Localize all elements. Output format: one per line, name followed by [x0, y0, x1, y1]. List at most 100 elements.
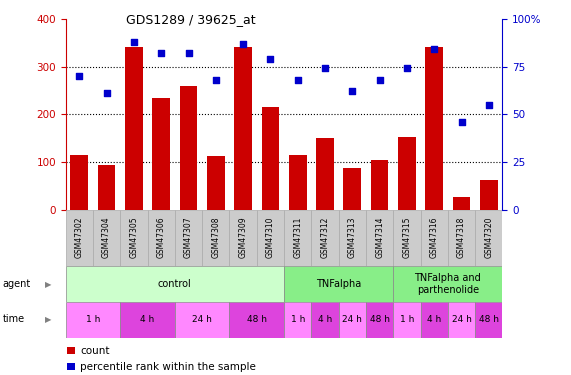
- Text: GSM47308: GSM47308: [211, 216, 220, 258]
- Bar: [66, 266, 284, 302]
- Text: GDS1289 / 39625_at: GDS1289 / 39625_at: [126, 13, 255, 26]
- Bar: [453, 196, 471, 210]
- Bar: [125, 48, 143, 210]
- Bar: [175, 302, 230, 338]
- Text: GSM47313: GSM47313: [348, 216, 357, 258]
- Bar: [475, 302, 502, 338]
- Bar: [421, 210, 448, 266]
- Text: GSM47309: GSM47309: [239, 216, 248, 258]
- Bar: [480, 180, 498, 210]
- Point: [429, 46, 439, 53]
- Bar: [311, 210, 339, 266]
- Point: [403, 66, 412, 72]
- Text: 1 h: 1 h: [400, 315, 414, 324]
- Bar: [284, 210, 311, 266]
- Point: [484, 102, 493, 108]
- Bar: [147, 210, 175, 266]
- Text: GSM47311: GSM47311: [293, 216, 302, 258]
- Point: [211, 77, 220, 83]
- Bar: [448, 302, 475, 338]
- Point: [75, 73, 84, 79]
- Text: control: control: [158, 279, 192, 289]
- Bar: [70, 155, 88, 210]
- Bar: [230, 210, 257, 266]
- Bar: [120, 210, 147, 266]
- Bar: [98, 165, 115, 210]
- Bar: [180, 86, 198, 210]
- Text: GSM47302: GSM47302: [75, 216, 84, 258]
- Bar: [66, 302, 120, 338]
- Bar: [371, 160, 388, 210]
- Bar: [393, 302, 421, 338]
- Text: 24 h: 24 h: [452, 315, 472, 324]
- Bar: [311, 302, 339, 338]
- Text: GSM47304: GSM47304: [102, 216, 111, 258]
- Bar: [230, 302, 284, 338]
- Bar: [66, 210, 93, 266]
- Bar: [366, 210, 393, 266]
- Text: 1 h: 1 h: [86, 315, 100, 324]
- Bar: [366, 302, 393, 338]
- Bar: [448, 210, 475, 266]
- Point: [348, 88, 357, 94]
- Bar: [234, 48, 252, 210]
- Text: GSM47310: GSM47310: [266, 216, 275, 258]
- Bar: [120, 302, 175, 338]
- Text: GSM47315: GSM47315: [403, 216, 412, 258]
- Text: agent: agent: [3, 279, 31, 289]
- Bar: [316, 138, 334, 210]
- Bar: [152, 98, 170, 210]
- Text: GSM47320: GSM47320: [484, 216, 493, 258]
- Text: 24 h: 24 h: [192, 315, 212, 324]
- Text: 4 h: 4 h: [427, 315, 441, 324]
- Bar: [393, 210, 421, 266]
- Point: [239, 40, 248, 46]
- Text: GSM47314: GSM47314: [375, 216, 384, 258]
- Text: 48 h: 48 h: [369, 315, 389, 324]
- Bar: [202, 210, 230, 266]
- Bar: [398, 137, 416, 210]
- Text: GSM47312: GSM47312: [320, 216, 329, 258]
- Bar: [343, 168, 361, 210]
- Point: [320, 66, 329, 72]
- Text: 24 h: 24 h: [343, 315, 362, 324]
- Text: 1 h: 1 h: [291, 315, 305, 324]
- Point: [457, 119, 466, 125]
- Text: GSM47307: GSM47307: [184, 216, 193, 258]
- Text: GSM47306: GSM47306: [156, 216, 166, 258]
- Point: [266, 56, 275, 62]
- Text: GSM47318: GSM47318: [457, 216, 466, 258]
- Point: [375, 77, 384, 83]
- Point: [293, 77, 302, 83]
- Text: TNFalpha: TNFalpha: [316, 279, 361, 289]
- Text: 4 h: 4 h: [140, 315, 155, 324]
- Text: 4 h: 4 h: [318, 315, 332, 324]
- Bar: [425, 48, 443, 210]
- Text: GSM47316: GSM47316: [430, 216, 439, 258]
- Bar: [339, 302, 366, 338]
- Text: TNFalpha and
parthenolide: TNFalpha and parthenolide: [415, 273, 481, 295]
- Point: [156, 50, 166, 56]
- Text: time: time: [3, 315, 25, 324]
- Bar: [393, 266, 502, 302]
- Text: percentile rank within the sample: percentile rank within the sample: [80, 362, 256, 372]
- Bar: [257, 210, 284, 266]
- Text: 48 h: 48 h: [247, 315, 267, 324]
- Point: [184, 50, 193, 56]
- Text: count: count: [80, 346, 110, 355]
- Text: ▶: ▶: [45, 315, 51, 324]
- Text: 48 h: 48 h: [479, 315, 499, 324]
- Bar: [289, 155, 307, 210]
- Point: [102, 90, 111, 96]
- Bar: [67, 346, 75, 354]
- Bar: [207, 156, 225, 210]
- Bar: [175, 210, 202, 266]
- Text: GSM47305: GSM47305: [130, 216, 138, 258]
- Bar: [93, 210, 120, 266]
- Bar: [284, 266, 393, 302]
- Bar: [284, 302, 311, 338]
- Bar: [262, 107, 279, 210]
- Bar: [475, 210, 502, 266]
- Bar: [339, 210, 366, 266]
- Point: [130, 39, 139, 45]
